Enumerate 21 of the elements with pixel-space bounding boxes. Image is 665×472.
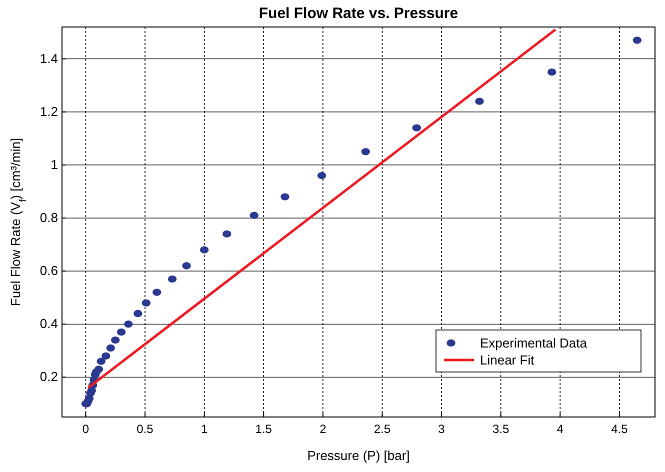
- x-tick-label: 3: [438, 422, 446, 436]
- y-tick-label: 0.2: [40, 369, 58, 384]
- y-tick-label: 0.8: [40, 210, 58, 226]
- x-tick-label: 2.5: [374, 422, 391, 436]
- y-tick-label: 0.6: [40, 263, 58, 278]
- x-tick-label: 1.5: [255, 422, 272, 436]
- y-tick-label: 1.4: [40, 50, 58, 66]
- x-tick-label: 1: [200, 422, 208, 436]
- x-axis-title: Pressure (P) [bar]: [307, 448, 410, 463]
- legend-label: Experimental Data: [480, 336, 588, 350]
- x-tick-label: 2: [320, 422, 327, 436]
- x-tick-label: 0.5: [136, 422, 154, 436]
- y-tick-label: 1.2: [40, 104, 58, 119]
- x-tick-label: 4: [556, 422, 564, 436]
- chart-title: Fuel Flow Rate vs. Pressure: [258, 5, 458, 22]
- x-tick-label: 3.5: [492, 422, 510, 436]
- x-tick-label: 4.5: [611, 422, 628, 436]
- y-tick-label: 0.4: [40, 316, 58, 332]
- y-tick-label: 1: [50, 156, 58, 172]
- x-tick-label: 0: [82, 422, 90, 436]
- legend-label: Linear Fit: [480, 352, 535, 368]
